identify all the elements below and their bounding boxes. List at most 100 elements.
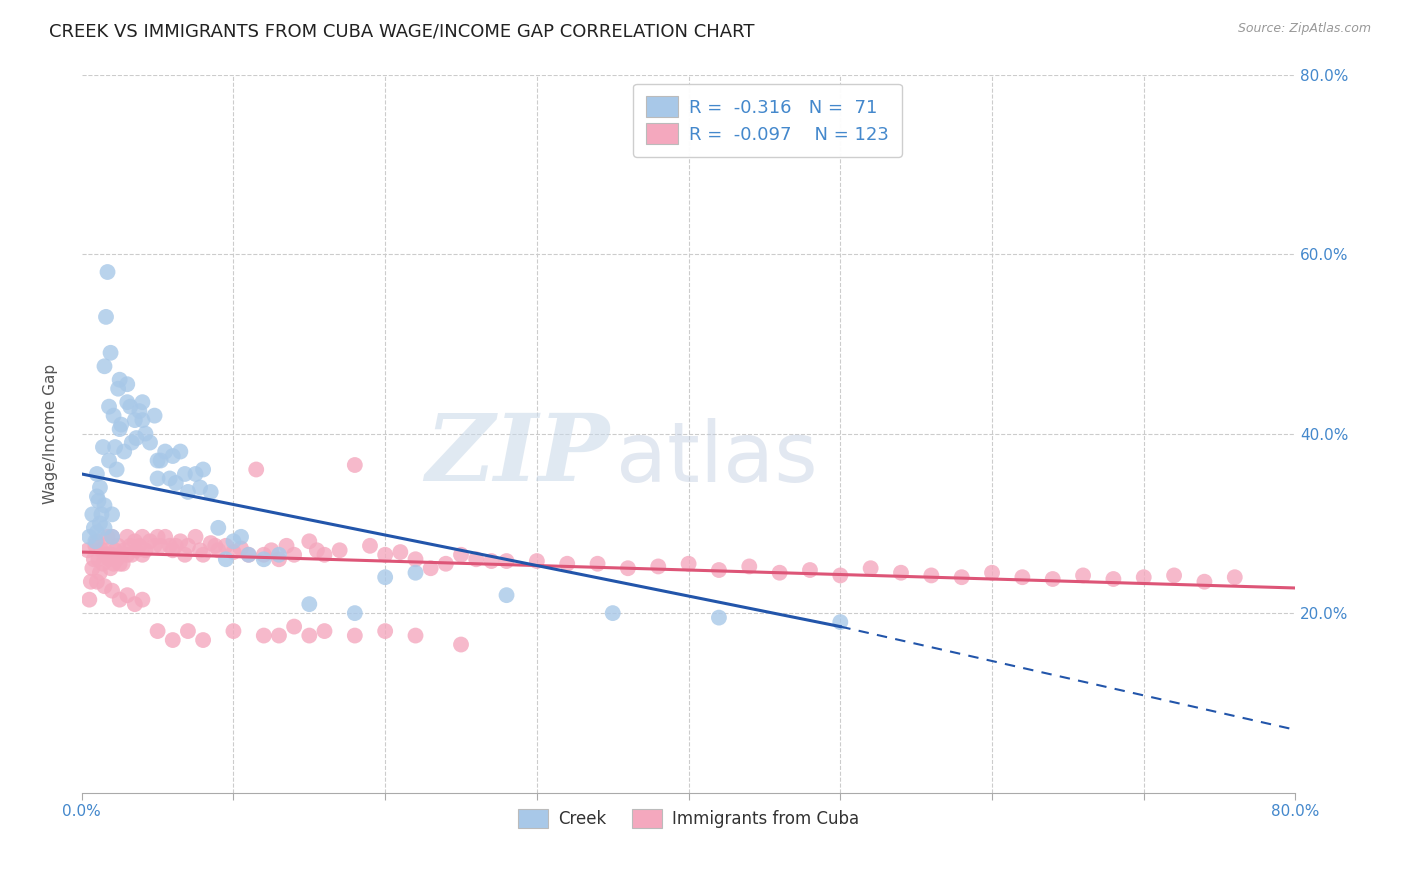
Point xyxy=(305,543,328,558)
Point xyxy=(146,530,169,544)
Point xyxy=(859,561,882,575)
Point xyxy=(117,377,139,392)
Point xyxy=(153,530,176,544)
Point xyxy=(405,629,427,643)
Point xyxy=(405,566,427,580)
Point xyxy=(177,624,200,638)
Point xyxy=(298,597,321,611)
Point xyxy=(678,557,700,571)
Point xyxy=(191,462,214,476)
Point xyxy=(105,552,128,566)
Point xyxy=(1194,574,1216,589)
Point xyxy=(238,548,260,562)
Point xyxy=(177,539,200,553)
Point xyxy=(120,539,142,553)
Point xyxy=(450,638,472,652)
Point xyxy=(89,480,111,494)
Point xyxy=(131,395,153,409)
Text: CREEK VS IMMIGRANTS FROM CUBA WAGE/INCOME GAP CORRELATION CHART: CREEK VS IMMIGRANTS FROM CUBA WAGE/INCOM… xyxy=(49,22,755,40)
Point xyxy=(117,588,139,602)
Point xyxy=(79,530,101,544)
Point xyxy=(91,557,114,571)
Point xyxy=(98,453,121,467)
Point xyxy=(238,548,260,562)
Point xyxy=(146,624,169,638)
Point xyxy=(108,592,131,607)
Point xyxy=(93,499,115,513)
Point xyxy=(91,440,114,454)
Point xyxy=(112,444,135,458)
Point xyxy=(101,530,124,544)
Point xyxy=(276,539,298,553)
Point xyxy=(738,559,761,574)
Point xyxy=(98,400,121,414)
Point xyxy=(950,570,973,584)
Point xyxy=(981,566,1004,580)
Point xyxy=(159,539,181,553)
Point xyxy=(90,508,112,522)
Point xyxy=(117,395,139,409)
Point xyxy=(647,559,669,574)
Point xyxy=(117,530,139,544)
Point xyxy=(94,548,117,562)
Point xyxy=(314,624,336,638)
Point xyxy=(526,554,548,568)
Point xyxy=(329,543,352,558)
Point xyxy=(86,534,108,549)
Point xyxy=(191,548,214,562)
Point xyxy=(84,534,107,549)
Point xyxy=(93,543,115,558)
Point xyxy=(586,557,609,571)
Point xyxy=(707,563,730,577)
Point xyxy=(108,557,131,571)
Point xyxy=(94,310,117,324)
Point xyxy=(124,534,146,549)
Point xyxy=(830,615,852,629)
Point xyxy=(162,449,184,463)
Point xyxy=(169,534,191,549)
Point xyxy=(177,484,200,499)
Point xyxy=(117,548,139,562)
Point xyxy=(890,566,912,580)
Point xyxy=(159,471,181,485)
Point xyxy=(215,552,238,566)
Point xyxy=(121,548,143,562)
Point xyxy=(165,475,187,490)
Point xyxy=(253,548,276,562)
Point xyxy=(188,543,211,558)
Point xyxy=(434,557,457,571)
Point xyxy=(1223,570,1246,584)
Point xyxy=(267,552,290,566)
Point xyxy=(108,422,131,436)
Point xyxy=(93,579,115,593)
Point xyxy=(162,543,184,558)
Point xyxy=(314,548,336,562)
Point xyxy=(86,490,108,504)
Point xyxy=(149,539,172,553)
Y-axis label: Wage/Income Gap: Wage/Income Gap xyxy=(44,364,58,504)
Point xyxy=(207,543,229,558)
Point xyxy=(830,568,852,582)
Point xyxy=(162,633,184,648)
Point xyxy=(419,561,441,575)
Point xyxy=(920,568,942,582)
Text: Source: ZipAtlas.com: Source: ZipAtlas.com xyxy=(1237,22,1371,36)
Point xyxy=(768,566,790,580)
Point xyxy=(184,467,207,481)
Point xyxy=(283,619,305,633)
Point xyxy=(134,543,156,558)
Point xyxy=(343,458,366,472)
Point xyxy=(188,480,211,494)
Point xyxy=(245,462,267,476)
Legend: Creek, Immigrants from Cuba: Creek, Immigrants from Cuba xyxy=(512,802,866,835)
Text: atlas: atlas xyxy=(616,418,817,500)
Point xyxy=(260,543,283,558)
Point xyxy=(93,521,115,535)
Point xyxy=(143,409,166,423)
Point xyxy=(101,583,124,598)
Point xyxy=(134,426,156,441)
Point xyxy=(139,534,162,549)
Point xyxy=(124,413,146,427)
Point xyxy=(82,561,104,575)
Point xyxy=(100,346,122,360)
